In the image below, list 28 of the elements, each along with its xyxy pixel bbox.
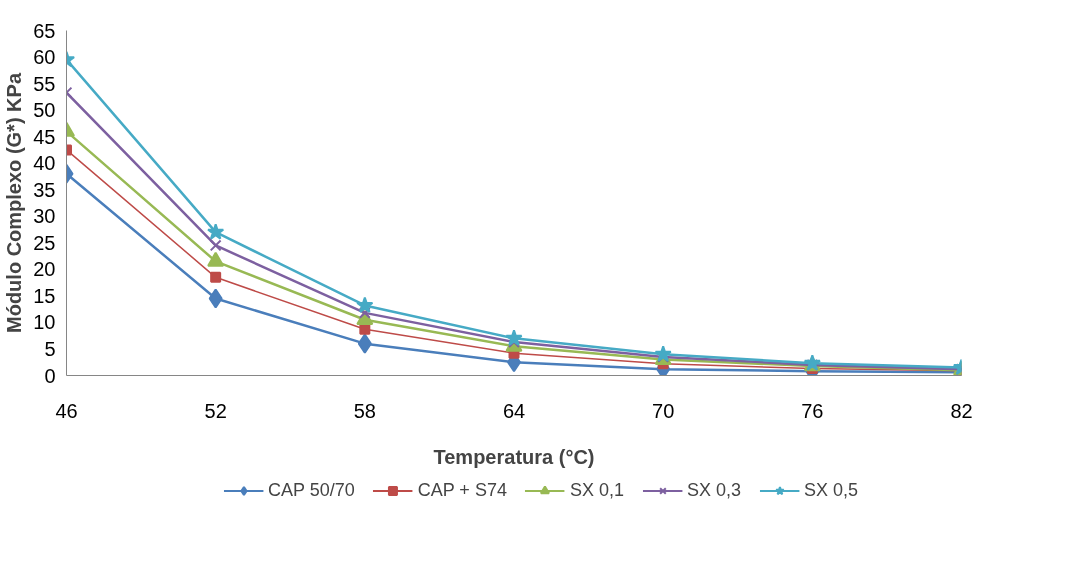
x-tick-label: 82 xyxy=(950,399,973,422)
y-tick-label: 45 xyxy=(33,125,56,148)
x-tick-label: 46 xyxy=(55,399,78,422)
y-tick-label: 35 xyxy=(33,178,56,201)
x-tick-label: 52 xyxy=(204,399,227,422)
x-axis-title: Temperatura (°C) xyxy=(433,445,595,468)
x-tick-label: 58 xyxy=(353,399,376,422)
y-axis-title: Módulo Complexo (G*) KPa xyxy=(3,72,26,333)
x-tick-label: 70 xyxy=(652,399,675,422)
y-tick-label: 40 xyxy=(33,152,56,175)
y-tick-label: 30 xyxy=(33,205,56,228)
legend-label: CAP + S74 xyxy=(417,479,507,501)
y-tick-label: 0 xyxy=(44,364,56,387)
legend-label: CAP 50/70 xyxy=(267,479,355,501)
legend-label: SX 0,1 xyxy=(569,479,624,501)
y-tick-label: 50 xyxy=(33,99,56,122)
y-tick-label: 65 xyxy=(33,19,56,42)
y-tick-label: 20 xyxy=(33,258,56,281)
x-tick-label: 76 xyxy=(801,399,824,422)
y-tick-label: 15 xyxy=(33,284,56,307)
y-tick-label: 10 xyxy=(33,311,56,334)
y-tick-label: 55 xyxy=(33,72,56,95)
legend-label: SX 0,3 xyxy=(686,479,742,501)
y-tick-label: 25 xyxy=(33,231,56,254)
y-tick-label: 60 xyxy=(33,46,56,69)
x-tick-label: 64 xyxy=(502,399,526,422)
legend-label: SX 0,5 xyxy=(804,479,859,501)
y-tick-label: 5 xyxy=(44,337,56,360)
